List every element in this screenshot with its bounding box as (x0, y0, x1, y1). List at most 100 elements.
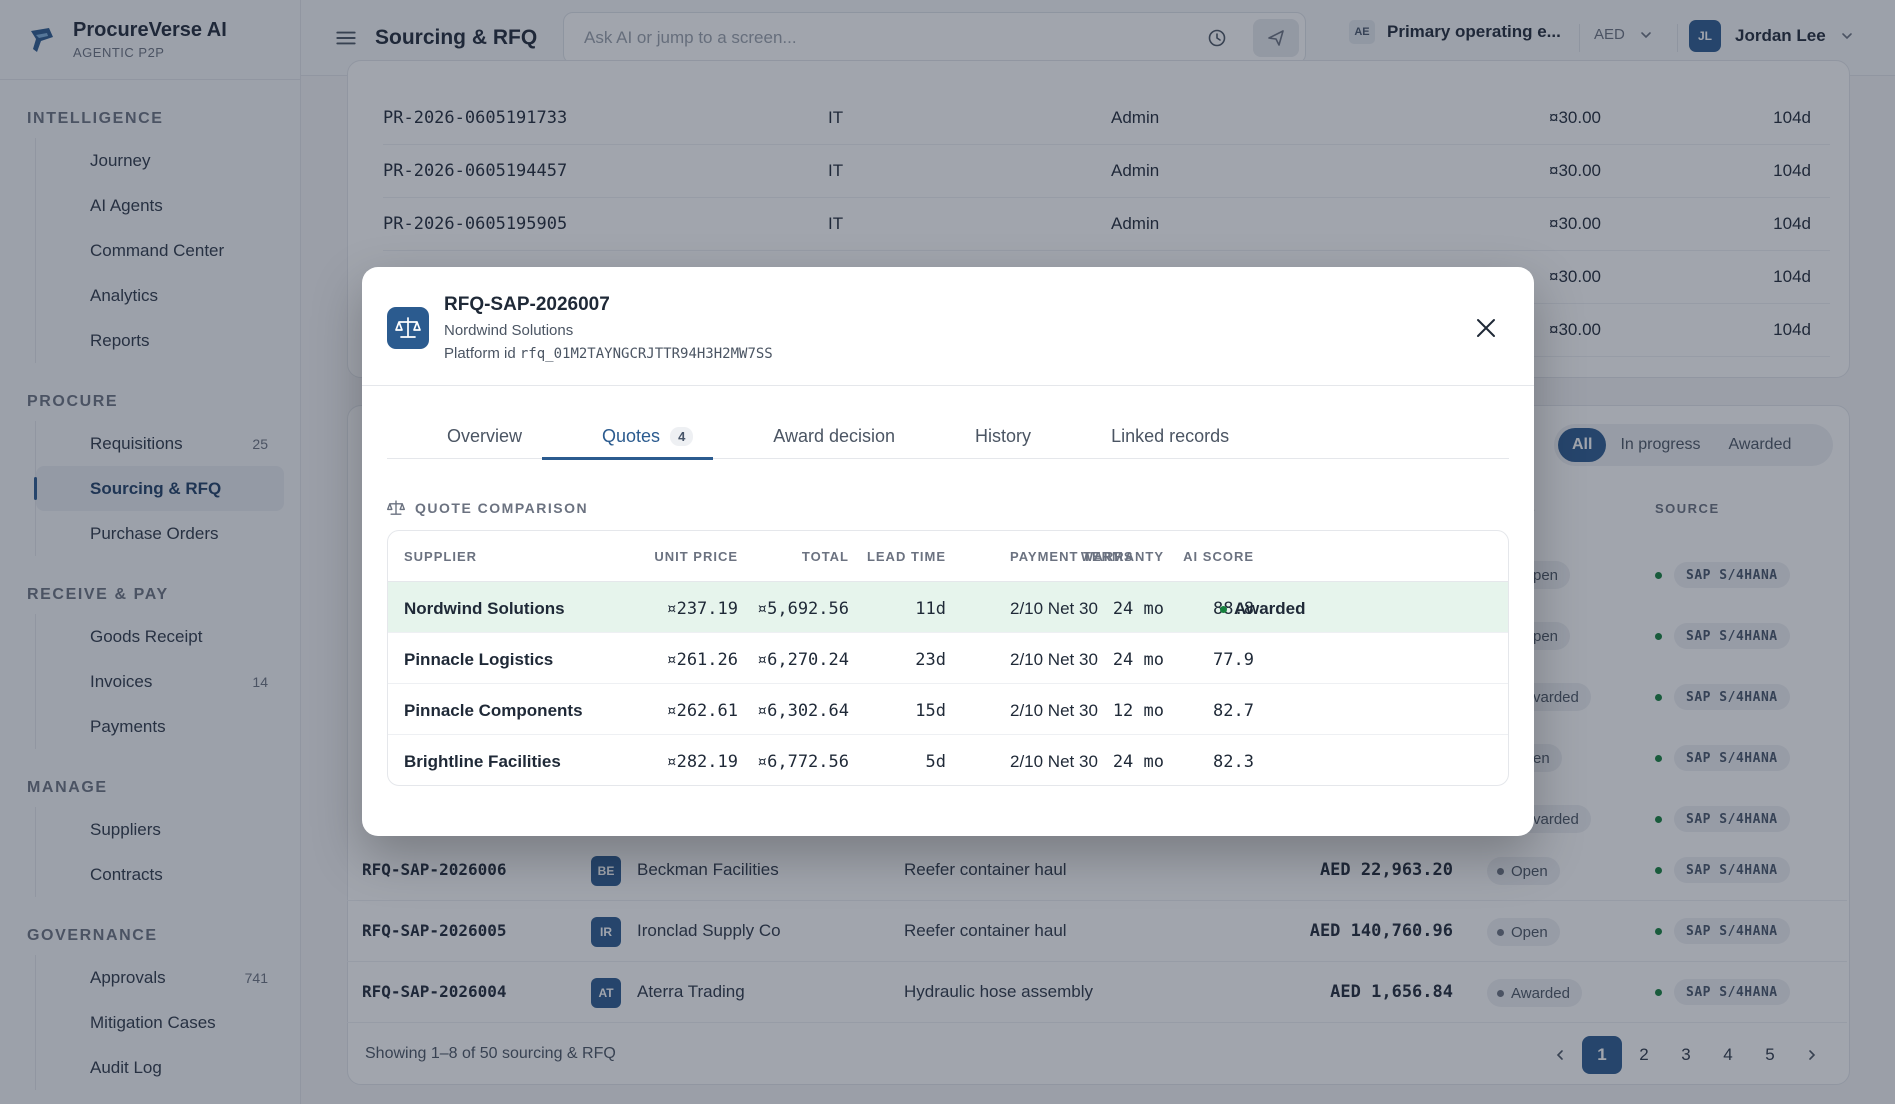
page-button[interactable]: 3 (1681, 1045, 1691, 1064)
payment-terms: 2/10 Net 30 (1010, 650, 1098, 669)
nav-section: GOVERNANCE Approvals 741 Mitigation Cases Au… (27, 925, 300, 1090)
avatar: JL (1689, 20, 1721, 52)
modal-title: RFQ-SAP-2026007 (444, 294, 610, 315)
quote-row[interactable]: Nordwind Solutions ¤237.19 ¤5,692.56 11d 2/1… (388, 582, 1508, 633)
pr-id: PR-2026-0605194457 (383, 161, 568, 181)
search-bar[interactable] (563, 12, 1306, 64)
table-row[interactable]: RFQ-SAP-2026006 BE Beckman Facilities Reefe… (347, 840, 1847, 901)
quote-row[interactable]: Pinnacle Logistics ¤261.26 ¤6,270.24 23d 2/1… (388, 633, 1508, 684)
nav-section-header[interactable]: PROCURE (27, 391, 300, 413)
tab-linked-records[interactable]: Linked records (1051, 414, 1249, 459)
sidebar-item-mitigation-cases[interactable]: Mitigation Cases (36, 1000, 284, 1045)
sidebar-item-requisitions[interactable]: Requisitions 25 (36, 421, 284, 466)
nav-section: RECEIVE & PAY Goods Receipt Invoices 14 Paym… (27, 584, 300, 749)
warranty: 24 mo (1112, 599, 1164, 619)
column-header-supplier: SUPPLIER (404, 549, 478, 564)
section-title: QUOTE COMPARISON (415, 500, 589, 516)
pr-age: 104d (1773, 214, 1811, 233)
sidebar-item-label: Suppliers (90, 819, 161, 839)
nav-section-header[interactable]: RECEIVE & PAY (27, 584, 300, 606)
sidebar-item-invoices[interactable]: Invoices 14 (36, 659, 284, 704)
nav-section-header[interactable]: GOVERNANCE (27, 925, 300, 947)
sidebar-item-label: Purchase Orders (90, 523, 219, 543)
page-button[interactable]: 1 (1582, 1036, 1622, 1074)
pr-amount: ¤30.00 (1549, 267, 1601, 286)
table-row[interactable]: RFQ-SAP-2026004 AT Aterra Trading Hydraulic… (347, 962, 1847, 1023)
status-dot (1655, 571, 1662, 579)
source-cell: SAP S/4HANA (1655, 561, 1790, 589)
column-header-source: SOURCE (1655, 501, 1720, 516)
menu-icon[interactable] (333, 25, 359, 51)
entity-code-badge: AE (1349, 20, 1375, 44)
lead-time: 15d (915, 701, 946, 721)
tab-history[interactable]: History (915, 414, 1051, 459)
table-row[interactable]: PR-2026-0605194457 IT Admin ¤30.00 104d (383, 145, 1830, 198)
quote-row[interactable]: Pinnacle Components ¤262.61 ¤6,302.64 15d 2/… (388, 684, 1508, 735)
payment-terms: 2/10 Net 30 (1010, 599, 1098, 618)
ai-score: 82.3 (1213, 752, 1254, 772)
entity-selector[interactable]: AE Primary operating e... (1349, 20, 1561, 44)
sidebar-item-ai-agents[interactable]: AI Agents (36, 183, 284, 228)
filter-all[interactable]: All (1558, 428, 1607, 462)
nav-section-header[interactable]: INTELLIGENCE (27, 108, 300, 130)
currency-selector[interactable]: AED (1594, 26, 1653, 43)
tab-label: Award decision (773, 426, 896, 446)
tab-award-decision[interactable]: Award decision (713, 414, 915, 459)
rfq-id: RFQ-SAP-2026006 (362, 860, 507, 879)
page-button[interactable]: 5 (1765, 1045, 1775, 1064)
rfq-description: Reefer container haul (904, 921, 1067, 940)
sidebar-item-goods-receipt[interactable]: Goods Receipt (36, 614, 284, 659)
header-divider (1677, 24, 1678, 52)
clock-icon[interactable] (1207, 28, 1227, 48)
scale-icon (733, 423, 761, 451)
filter-in-progress[interactable]: In progress (1620, 436, 1701, 453)
tab-quotes[interactable]: Quotes 4 (542, 414, 714, 460)
source-chip: SAP S/4HANA (1674, 918, 1790, 944)
status-text: Open (1511, 923, 1548, 941)
sidebar-item-sourcing-rfq[interactable]: Sourcing & RFQ (34, 466, 284, 511)
next-page-button[interactable] (1792, 1036, 1832, 1074)
status-dot (1655, 927, 1662, 935)
sidebar-item-contracts[interactable]: Contracts (36, 852, 284, 897)
user-name: Jordan Lee (1735, 26, 1826, 45)
sidebar-item-approvals[interactable]: Approvals 741 (36, 955, 284, 1000)
page-button[interactable]: 4 (1723, 1045, 1733, 1064)
sidebar-item-reports[interactable]: Reports (36, 318, 284, 363)
pagination-summary: Showing 1–8 of 50 sourcing & RFQ (365, 1045, 616, 1062)
warranty: 24 mo (1112, 752, 1164, 772)
rfq-description: Hydraulic hose assembly (904, 982, 1093, 1001)
sidebar-item-command-center[interactable]: Command Center (36, 228, 284, 273)
tab-overview[interactable]: Overview (387, 414, 542, 459)
page-button[interactable]: 2 (1639, 1045, 1649, 1064)
column-header-payment-terms: PAYMENT TERMS (1010, 549, 1134, 564)
link-icon (1071, 423, 1099, 451)
sidebar: ProcureVerse AI AGENTIC P2P INTELLIGENCE… (0, 0, 301, 1104)
sidebar-item-audit-log[interactable]: Audit Log (36, 1045, 284, 1090)
user-menu[interactable]: JL Jordan Lee (1689, 20, 1854, 52)
quote-row[interactable]: Brightline Facilities ¤282.19 ¤6,772.56 5d 2… (388, 735, 1508, 785)
nav-section-title: INTELLIGENCE (27, 110, 164, 127)
table-row[interactable]: PR-2026-0605195905 IT Admin ¤30.00 104d (383, 198, 1830, 251)
search-input[interactable] (584, 28, 1184, 48)
sidebar-item-analytics[interactable]: Analytics (36, 273, 284, 318)
status-dot (1655, 866, 1662, 874)
sidebar-item-purchase-orders[interactable]: Purchase Orders (36, 511, 284, 556)
send-button[interactable] (1253, 19, 1299, 57)
total-price: ¤6,302.64 (756, 701, 849, 721)
unit-price: ¤261.26 (666, 650, 738, 670)
source-chip: SAP S/4HANA (1674, 623, 1790, 649)
sidebar-item-journey[interactable]: Journey (36, 138, 284, 183)
table-row[interactable]: PR-2026-0605191733 IT Admin ¤30.00 104d (383, 92, 1830, 145)
supplier-name: Brightline Facilities (404, 752, 561, 771)
prev-page-button[interactable] (1540, 1036, 1580, 1074)
sidebar-item-payments[interactable]: Payments (36, 704, 284, 749)
sidebar-item-suppliers[interactable]: Suppliers (36, 807, 284, 852)
nav-section-header[interactable]: MANAGE (27, 777, 300, 799)
chevron-right-icon (1809, 1050, 1816, 1060)
table-row[interactable]: RFQ-SAP-2026005 IR Ironclad Supply Co Reefe… (347, 901, 1847, 962)
page-title: Sourcing & RFQ (375, 25, 538, 49)
brand[interactable]: ProcureVerse AI AGENTIC P2P (0, 0, 300, 80)
source-chip: SAP S/4HANA (1674, 745, 1790, 771)
filter-awarded[interactable]: Awarded (1728, 436, 1792, 453)
close-icon[interactable] (1474, 316, 1498, 340)
